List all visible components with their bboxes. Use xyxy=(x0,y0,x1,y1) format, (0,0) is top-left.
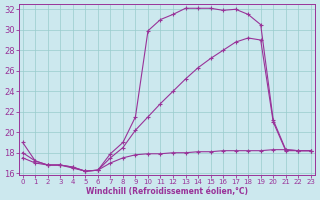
X-axis label: Windchill (Refroidissement éolien,°C): Windchill (Refroidissement éolien,°C) xyxy=(86,187,248,196)
